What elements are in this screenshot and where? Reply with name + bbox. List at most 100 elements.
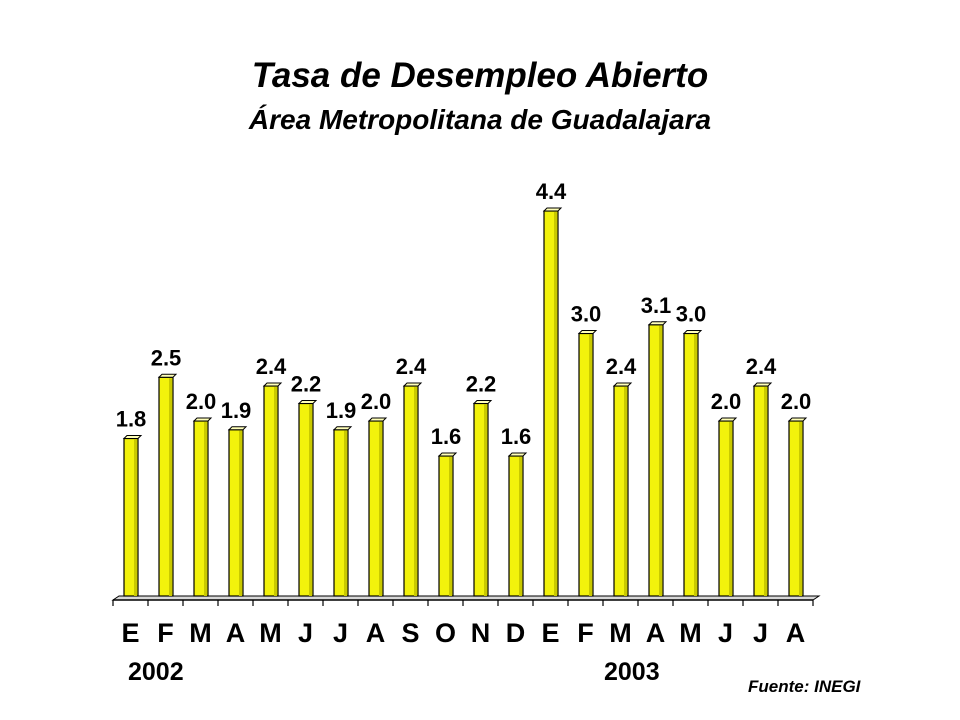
bar-group	[332, 426, 353, 597]
x-tick-label: M	[189, 618, 212, 648]
value-label: 4.4	[536, 179, 567, 204]
x-tick-label: D	[506, 618, 526, 648]
bar-group	[682, 330, 703, 597]
bar-cap	[682, 330, 703, 334]
bar-shade	[204, 422, 207, 596]
bar-cap	[437, 452, 458, 457]
bar-group	[612, 382, 633, 597]
value-label: 2.0	[711, 389, 742, 414]
x-tick-label: J	[333, 618, 348, 648]
bar-group	[157, 373, 178, 597]
bar-group	[717, 417, 738, 597]
x-tick-label: A	[226, 618, 246, 648]
bar-cap	[787, 417, 808, 422]
bar-group	[367, 417, 388, 597]
chart-subtitle: Área Metropolitana de Guadalajara	[248, 104, 712, 135]
bar-cap	[367, 417, 388, 422]
value-label: 1.6	[431, 424, 462, 449]
value-label: 1.9	[221, 398, 252, 423]
bar-cap	[192, 417, 213, 422]
bar-shade	[764, 387, 767, 596]
bar-cap	[717, 417, 738, 422]
x-tick-label: A	[786, 618, 806, 648]
bar-group	[647, 321, 668, 597]
bar-shade	[344, 430, 347, 596]
value-label: 2.0	[186, 389, 217, 414]
bar-group	[297, 400, 318, 597]
bar-shade	[694, 334, 697, 596]
x-tick-label: J	[753, 618, 768, 648]
bar-cap	[122, 435, 143, 439]
bar-group	[752, 382, 773, 597]
bar-shade	[484, 404, 487, 596]
bar-group	[122, 435, 143, 597]
bar-group	[472, 400, 493, 597]
value-label: 2.4	[746, 354, 777, 379]
bar-group	[402, 382, 423, 597]
value-label: 3.0	[676, 302, 707, 327]
x-tick-label: J	[718, 618, 733, 648]
bar-cap	[577, 330, 598, 334]
value-label: 2.2	[466, 372, 497, 397]
bar-shade	[449, 457, 452, 596]
bar-shade	[414, 387, 417, 596]
bar-cap	[542, 207, 563, 212]
bar-shade	[589, 334, 592, 596]
x-axis	[111, 595, 821, 606]
value-label: 2.0	[781, 389, 812, 414]
bar-shade	[169, 378, 172, 596]
bars	[122, 207, 808, 597]
year-label-2003: 2003	[604, 658, 660, 686]
x-tick-label: E	[541, 618, 559, 648]
source-note: Fuente: INEGI	[748, 677, 861, 696]
bar-shade	[729, 422, 732, 596]
x-tick-label: N	[471, 618, 491, 648]
bar-shade	[519, 457, 522, 596]
bar-shade	[239, 430, 242, 596]
bar-cap	[647, 321, 668, 326]
bar-cap	[297, 400, 318, 404]
x-tick-label: A	[646, 618, 666, 648]
bar-group	[577, 330, 598, 597]
x-tick-label: A	[366, 618, 386, 648]
bar-cap	[507, 452, 528, 457]
bar-cap	[332, 426, 353, 431]
bar-shade	[659, 325, 662, 596]
bar-shade	[134, 439, 137, 596]
value-label: 2.0	[361, 389, 392, 414]
bar-shade	[799, 422, 802, 596]
bar-group	[437, 452, 458, 597]
value-labels: 1.82.52.0 1.92.42.21.9 2.02.41.62.21.64.43…	[116, 179, 812, 449]
value-label: 3.1	[641, 293, 672, 318]
value-label: 2.2	[291, 372, 322, 397]
x-tick-label: M	[609, 618, 632, 648]
bar-shade	[379, 422, 382, 596]
bar-group	[507, 452, 528, 597]
bar-group	[787, 417, 808, 597]
x-tick-label: M	[259, 618, 282, 648]
x-tick-label: M	[679, 618, 702, 648]
bar-cap	[402, 382, 423, 387]
x-tick-label: O	[435, 618, 456, 648]
bar-cap	[612, 382, 633, 387]
value-label: 3.0	[571, 302, 602, 327]
value-label: 1.8	[116, 407, 147, 432]
chart-title: Tasa de Desempleo Abierto	[251, 56, 709, 95]
bar-shade	[624, 387, 627, 596]
value-label: 2.4	[256, 354, 287, 379]
bar-group	[227, 426, 248, 597]
bar-shade	[309, 404, 312, 596]
bar-cap	[472, 400, 493, 404]
x-tick-label: F	[157, 618, 174, 648]
x-tick-label: F	[577, 618, 594, 648]
bar-cap	[752, 382, 773, 387]
bar-group	[262, 382, 283, 597]
bar-cap	[157, 373, 178, 378]
year-label-2002: 2002	[128, 658, 184, 686]
bar-shade	[554, 212, 557, 596]
x-tick-label: S	[401, 618, 419, 648]
bar-shade	[274, 387, 277, 596]
value-label: 1.6	[501, 424, 532, 449]
